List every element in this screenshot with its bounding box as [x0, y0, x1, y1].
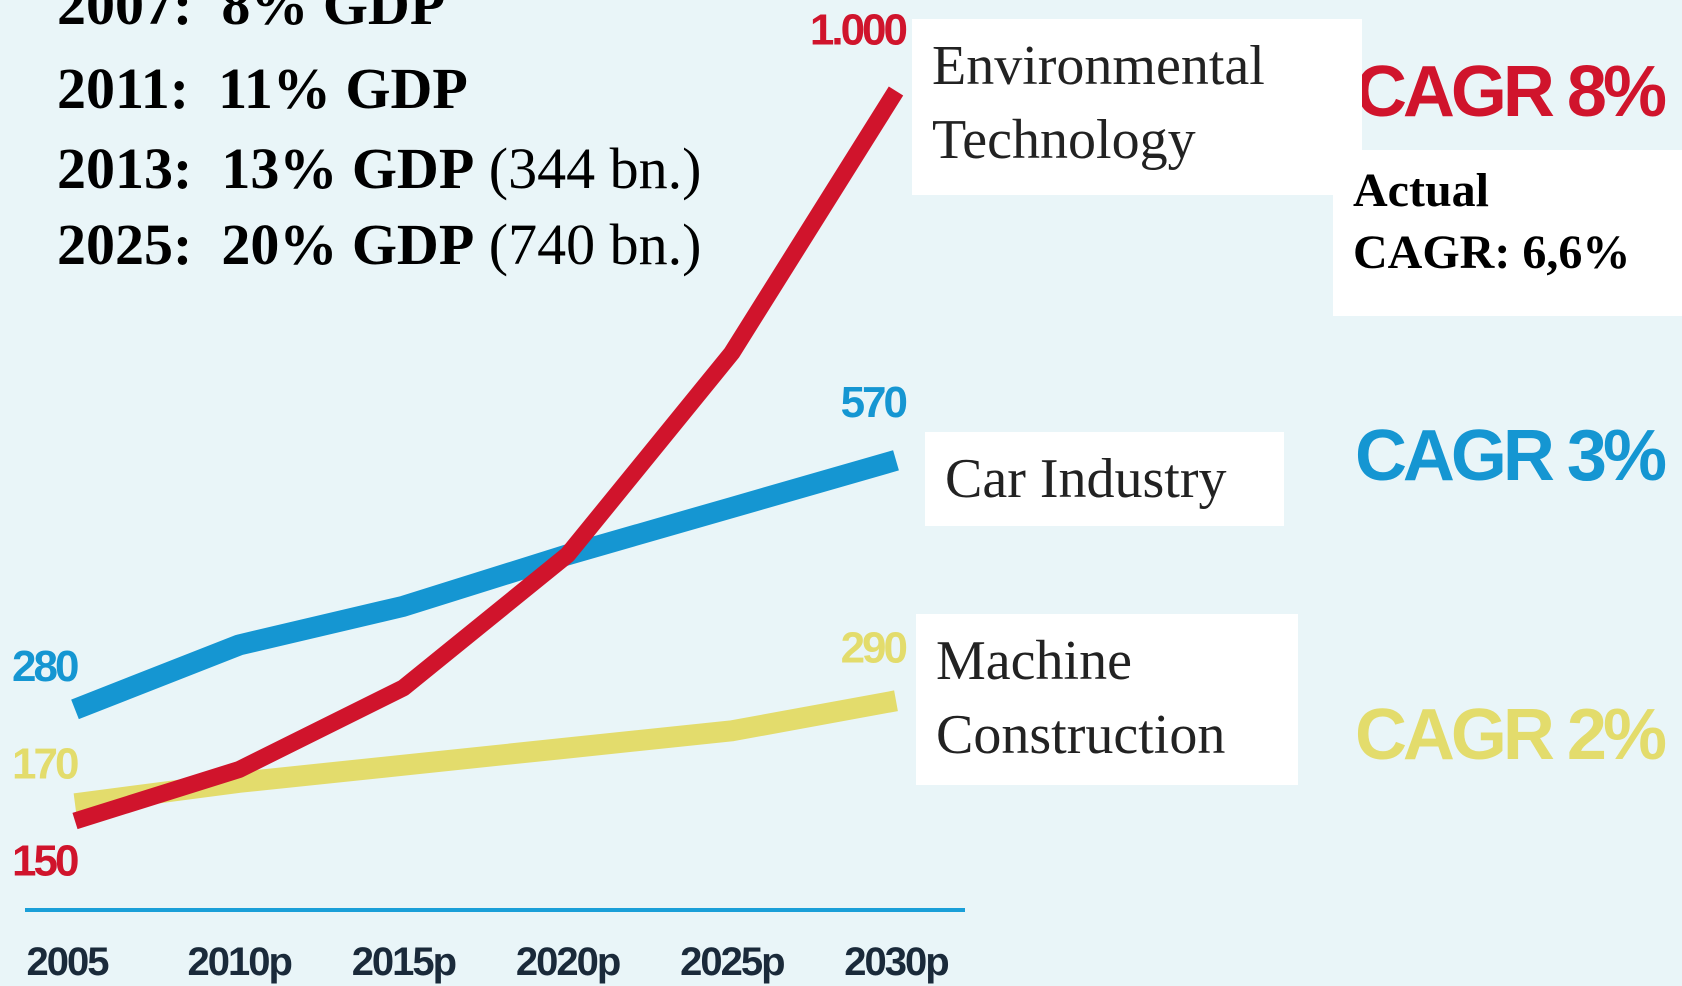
- line: [72, 86, 904, 830]
- annotation: 2011: 11% GDP: [57, 60, 468, 118]
- data-label: 1.000: [810, 6, 907, 55]
- data-label: 150: [12, 837, 78, 886]
- actual-note: Actual CAGR: 6,6%: [1333, 150, 1682, 316]
- x-tick-label: 2005: [27, 940, 110, 984]
- x-tick-label: 2015p: [352, 940, 456, 984]
- data-label: 170: [12, 739, 78, 788]
- cagr-label: CAGR 2%: [1355, 695, 1666, 775]
- annotation-detail: (740 bn.): [488, 212, 702, 277]
- annotation: 2007: 8% GDP: [57, 0, 445, 34]
- data-label: 570: [841, 378, 907, 427]
- x-tick-label: 2030p: [844, 940, 948, 984]
- x-tick-label: 2010p: [187, 940, 291, 984]
- series-label: Machine Construction: [916, 614, 1298, 785]
- annotation-bold: 2007: 8% GDP: [57, 0, 446, 37]
- data-label: 280: [12, 642, 78, 691]
- annotation-detail: (344 bn.): [488, 136, 702, 201]
- x-tick-label: 2020p: [516, 940, 620, 984]
- data-label: 290: [841, 623, 907, 672]
- annotation: 2013: 13% GDP (344 bn.): [57, 140, 701, 198]
- annotation-bold: 2025: 20% GDP: [57, 212, 475, 277]
- annotation-bold: 2011: 11% GDP: [57, 56, 468, 121]
- x-tick-label: 2025p: [680, 940, 784, 984]
- cagr-label: CAGR 8%: [1355, 52, 1666, 132]
- cagr-label: CAGR 3%: [1355, 416, 1666, 496]
- annotation: 2025: 20% GDP (740 bn.): [57, 216, 701, 274]
- actual-line: Actual: [1353, 164, 1489, 217]
- series-label: Environmental Technology: [912, 19, 1362, 195]
- actual-line: CAGR: 6,6%: [1353, 226, 1631, 279]
- series-label: Car Industry: [925, 432, 1284, 526]
- annotation-bold: 2013: 13% GDP: [57, 136, 475, 201]
- line: [71, 450, 899, 720]
